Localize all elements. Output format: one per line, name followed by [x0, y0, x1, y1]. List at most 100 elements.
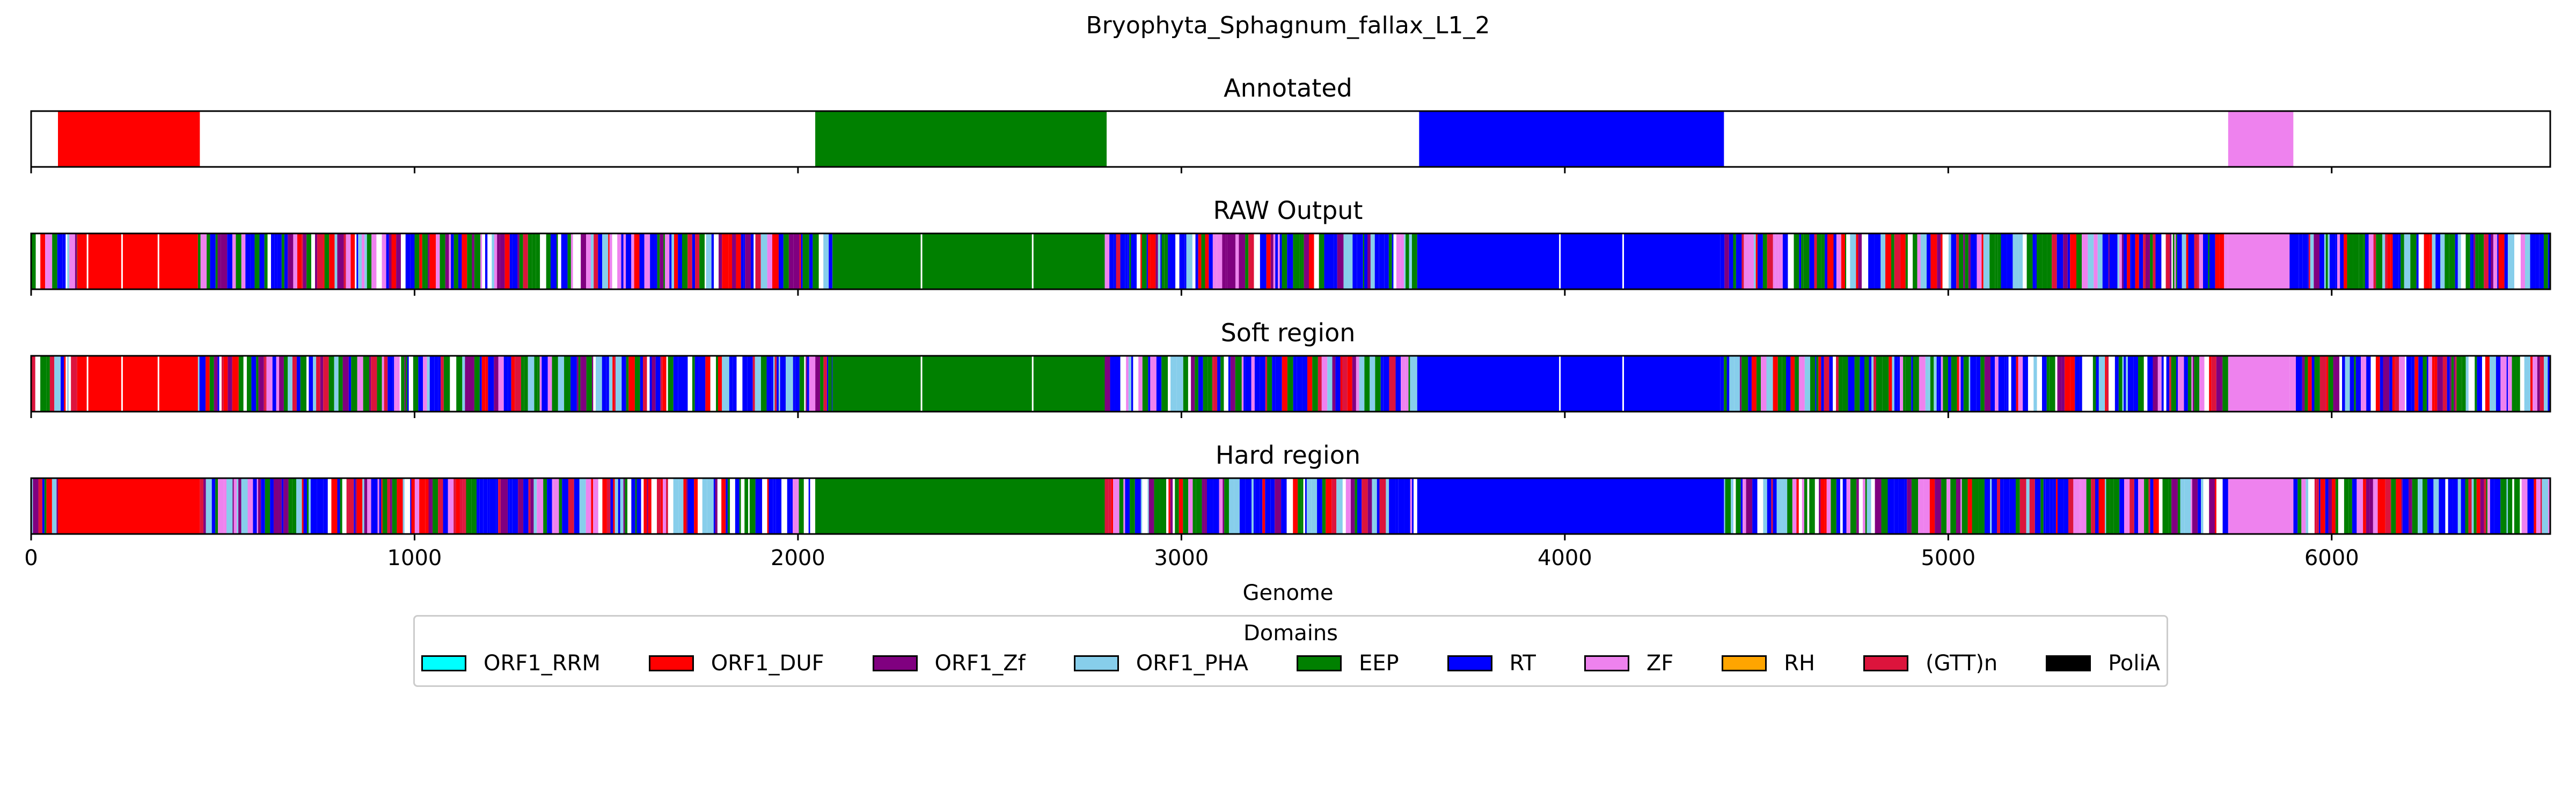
noise-stripe: [232, 478, 234, 534]
track-raw-output: RAW Output: [30, 196, 2551, 296]
noise-stripe: [2486, 478, 2487, 534]
noise-stripe: [251, 356, 257, 412]
noise-stripe: [657, 233, 660, 289]
noise-stripe: [2203, 478, 2209, 534]
noise-stripe: [1219, 478, 1223, 534]
noise-stripe: [752, 356, 755, 412]
noise-stripe: [625, 478, 628, 534]
noise-stripe: [1864, 356, 1869, 412]
noise-stripe: [45, 233, 47, 289]
noise-stripe: [389, 233, 392, 289]
noise-stripe: [1114, 233, 1116, 289]
noise-stripe: [343, 233, 346, 289]
noise-stripe: [2098, 478, 2105, 534]
noise-stripe: [2076, 233, 2082, 289]
noise-stripe: [762, 478, 767, 534]
noise-stripe: [1724, 478, 1725, 534]
noise-stripe: [602, 233, 609, 289]
noise-stripe: [232, 233, 236, 289]
noise-stripe: [1963, 233, 1965, 289]
noise-stripe: [1148, 478, 1154, 534]
noise-stripe: [425, 478, 429, 534]
noise-stripe: [1375, 356, 1381, 412]
noise-stripe: [237, 356, 239, 412]
noise-stripe: [2209, 356, 2212, 412]
noise-stripe: [547, 356, 552, 412]
noise-stripe: [1192, 233, 1196, 289]
noise-stripe: [67, 356, 69, 412]
noise-stripe: [2144, 478, 2146, 534]
noise-stripe: [695, 233, 700, 289]
noise-stripe: [1960, 356, 1964, 412]
noise-stripe: [799, 356, 804, 412]
noise-stripe: [387, 356, 393, 412]
noise-stripe: [1336, 478, 1343, 534]
noise-stripe: [742, 356, 748, 412]
noise-stripe: [265, 478, 270, 534]
noise-stripe: [2068, 478, 2074, 534]
noise-stripe: [761, 478, 763, 534]
noise-stripe: [2465, 233, 2470, 289]
noise-stripe: [1140, 233, 1142, 289]
noise-stripe: [2493, 233, 2495, 289]
noise-stripe: [314, 233, 318, 289]
noise-stripe: [453, 233, 458, 289]
noise-stripe: [1754, 233, 1756, 289]
noise-stripe: [348, 478, 354, 534]
legend-swatch: [872, 655, 918, 671]
noise-stripe: [2114, 356, 2119, 412]
noise-stripe: [1254, 233, 1260, 289]
noise-stripe: [1251, 356, 1255, 412]
noise-stripe: [1138, 356, 1143, 412]
noise-stripe: [1972, 478, 1979, 534]
noise-stripe: [1863, 478, 1865, 534]
block-gap: [920, 233, 923, 289]
noise-stripe: [1967, 478, 1972, 534]
noise-stripe: [2216, 478, 2223, 534]
noise-stripe: [337, 478, 340, 534]
noise-stripe: [317, 233, 324, 289]
noise-stripe: [362, 233, 365, 289]
noise-stripe: [1154, 478, 1160, 534]
noise-stripe: [2489, 233, 2491, 289]
noise-stripe: [1840, 478, 1843, 534]
noise-stripe: [2423, 356, 2427, 412]
noise-stripe: [581, 233, 587, 289]
noise-stripe: [2369, 478, 2373, 534]
noise-stripe: [1858, 233, 1862, 289]
noise-stripe: [2143, 356, 2148, 412]
noise-stripe: [1342, 478, 1346, 534]
noise-stripe: [363, 356, 369, 412]
noise-stripe: [2344, 233, 2347, 289]
noise-stripe: [1731, 478, 1733, 534]
noise-stripe: [1298, 478, 1301, 534]
noise-stripe: [2379, 478, 2385, 534]
noise-stripe: [2289, 356, 2296, 412]
block-gap: [157, 356, 159, 412]
noise-stripe: [515, 356, 521, 412]
noise-stripe: [1867, 478, 1871, 534]
noise-stripe: [2293, 233, 2297, 289]
noise-stripe: [371, 356, 377, 412]
noise-stripe: [779, 356, 780, 412]
noise-stripe: [288, 478, 292, 534]
noise-stripe: [1984, 478, 1990, 534]
noise-stripe: [1782, 356, 1787, 412]
noise-stripe: [1324, 233, 1329, 289]
noise-stripe: [2019, 478, 2026, 534]
noise-stripe: [2171, 356, 2177, 412]
noise-stripe: [1405, 356, 1409, 412]
noise-stripe: [1809, 478, 1813, 534]
noise-stripe: [2471, 478, 2474, 534]
noise-stripe: [682, 233, 688, 289]
noise-stripe: [730, 478, 735, 534]
x-tick-label: 4000: [1538, 546, 1592, 570]
noise-stripe: [1146, 233, 1148, 289]
noise-stripe: [650, 233, 655, 289]
noise-stripe: [2222, 356, 2228, 412]
noise-stripe: [1227, 233, 1230, 289]
noise-stripe: [2314, 478, 2317, 534]
noise-stripe: [2012, 233, 2019, 289]
noise-stripe: [607, 356, 609, 412]
noise-stripe: [1128, 356, 1131, 412]
